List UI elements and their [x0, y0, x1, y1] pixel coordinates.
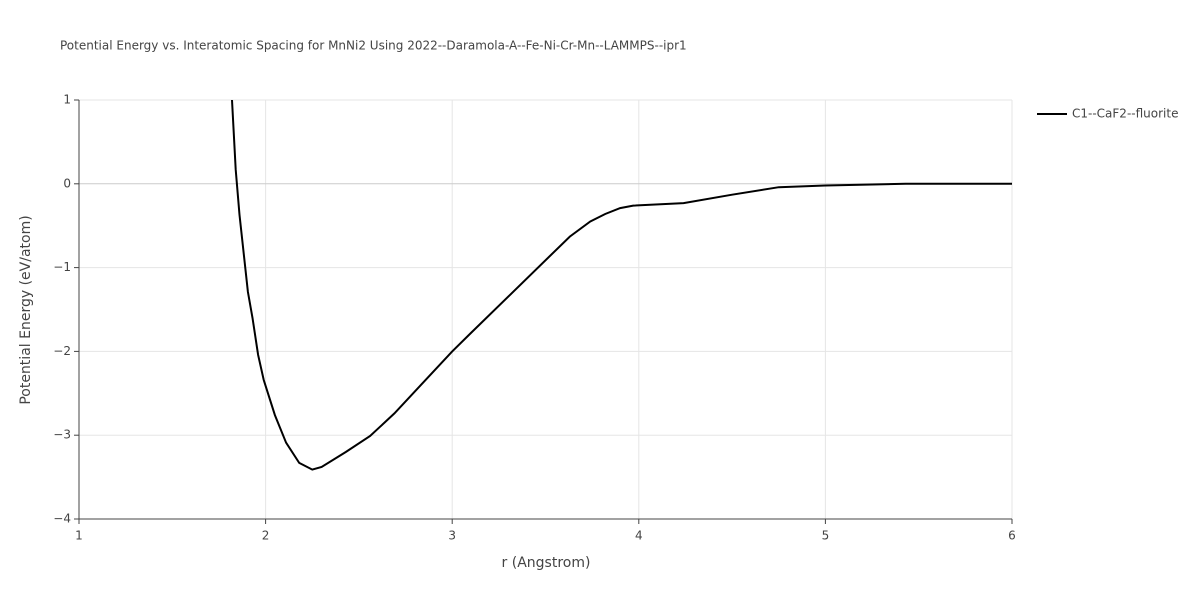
legend-label: C1--CaF2--fluorite	[1072, 107, 1178, 121]
chart-title: Potential Energy vs. Interatomic Spacing…	[60, 39, 687, 53]
x-tick-label: 3	[448, 529, 456, 543]
data-line	[231, 99, 1012, 471]
x-axis-title: r (Angstrom)	[502, 555, 591, 571]
x-tick-label: 5	[822, 529, 830, 543]
x-tick-label: 6	[1008, 529, 1016, 543]
x-tick-label: 4	[635, 529, 643, 543]
x-tick-label: 2	[262, 529, 270, 543]
y-tick-label: −3	[53, 428, 71, 442]
y-tick-label: −2	[53, 344, 71, 358]
y-tick-label: 0	[63, 176, 71, 190]
y-axis-title: Potential Energy (eV/atom)	[18, 215, 34, 404]
y-tick-label: 1	[63, 93, 71, 107]
x-tick-label: 1	[75, 529, 83, 543]
y-tick-label: −1	[53, 260, 71, 274]
y-tick-label: −4	[53, 512, 71, 526]
